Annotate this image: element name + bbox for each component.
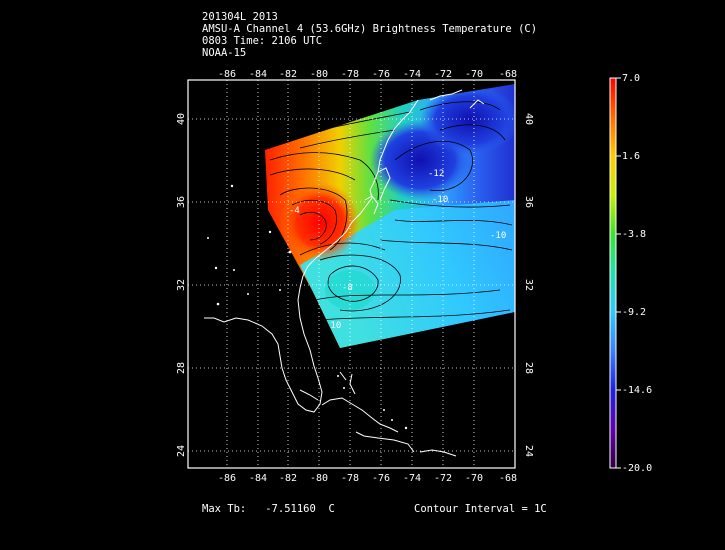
colorbar-gradient — [609, 77, 617, 469]
lon-tick: -86 — [218, 69, 236, 80]
colorbar-label: 1.6 — [622, 151, 640, 162]
colorbar-label: -3.8 — [622, 229, 646, 240]
lat-tick: 36 — [176, 196, 187, 208]
lon-tick: -82 — [279, 473, 297, 484]
contour-label: -10 — [432, 195, 448, 205]
colorbar-label: -9.2 — [622, 307, 646, 318]
lat-tick: 32 — [523, 279, 534, 291]
contour-label-group: -4 -8 -10 -12 -10 -10 — [289, 169, 506, 331]
contour-interval: Contour Interval = 1C — [414, 503, 547, 515]
coastlines — [204, 89, 485, 457]
lon-tick: -74 — [403, 473, 421, 484]
lon-ticks-bottom: -86 -84 -82 -80 -78 -76 -74 -72 -70 -68 — [218, 473, 517, 484]
satellite-name: NOAA-15 — [202, 47, 247, 59]
lon-tick: -72 — [434, 473, 452, 484]
lat-tick: 40 — [176, 113, 187, 125]
storm-id-year: 201304L 2013 — [202, 11, 278, 23]
islands — [207, 184, 408, 430]
data-swath: -4 -8 -10 -12 -10 -10 — [265, 84, 515, 348]
lon-ticks-top: -86 -84 -82 -80 -78 -76 -74 -72 -70 -68 — [218, 69, 517, 80]
lat-tick: 24 — [523, 445, 534, 457]
max-tb-value: -7.51160 — [265, 503, 316, 515]
lat-lon-grid — [188, 80, 515, 468]
contour-label: -8 — [342, 283, 353, 293]
max-tb-label: Max Tb: — [202, 503, 247, 515]
lon-tick: -84 — [249, 69, 267, 80]
lon-tick: -82 — [279, 69, 297, 80]
date-time: 0803 Time: 2106 UTC — [202, 35, 323, 47]
lon-tick: -74 — [403, 69, 421, 80]
contour-label: -10 — [490, 231, 506, 241]
colorbar-label: 7.0 — [622, 73, 640, 84]
contour-label: -12 — [428, 169, 444, 179]
map-header: 201304L 2013 AMSU-A Channel 4 (53.6GHz) B… — [202, 11, 537, 59]
lon-tick: -78 — [341, 473, 359, 484]
colorbar-label: -14.6 — [622, 385, 652, 396]
map-frame — [187, 79, 516, 469]
lat-tick: 24 — [176, 445, 187, 457]
colorbar: 7.0 1.6 -3.8 -9.2 -14.6 -20.0 — [609, 73, 652, 474]
lon-tick: -80 — [310, 69, 328, 80]
max-tb-readout: Max Tb: -7.51160 C — [202, 503, 335, 515]
lat-ticks-right: 40 36 32 28 24 — [523, 113, 534, 457]
lon-tick: -72 — [434, 69, 452, 80]
lon-tick: -76 — [372, 473, 390, 484]
lat-tick: 28 — [176, 362, 187, 374]
contour-label: -10 — [325, 321, 341, 331]
instrument-title: AMSU-A Channel 4 (53.6GHz) Brightness Te… — [202, 23, 538, 35]
contour-label: -4 — [289, 206, 300, 216]
lat-tick: 36 — [523, 196, 534, 208]
lon-tick: -68 — [499, 473, 517, 484]
lat-tick: 32 — [176, 279, 187, 291]
lon-tick: -80 — [310, 473, 328, 484]
lon-tick: -86 — [218, 473, 236, 484]
lon-tick: -84 — [249, 473, 267, 484]
lat-tick: 40 — [523, 113, 534, 125]
lon-tick: -70 — [465, 473, 483, 484]
colorbar-label: -20.0 — [622, 463, 652, 474]
lon-tick: -78 — [341, 69, 359, 80]
lon-tick: -68 — [499, 69, 517, 80]
max-tb-unit: C — [328, 503, 335, 515]
lon-tick: -76 — [372, 69, 390, 80]
lat-tick: 28 — [523, 362, 534, 374]
lat-ticks-left: 40 36 32 28 24 — [176, 113, 187, 457]
lon-tick: -70 — [465, 69, 483, 80]
